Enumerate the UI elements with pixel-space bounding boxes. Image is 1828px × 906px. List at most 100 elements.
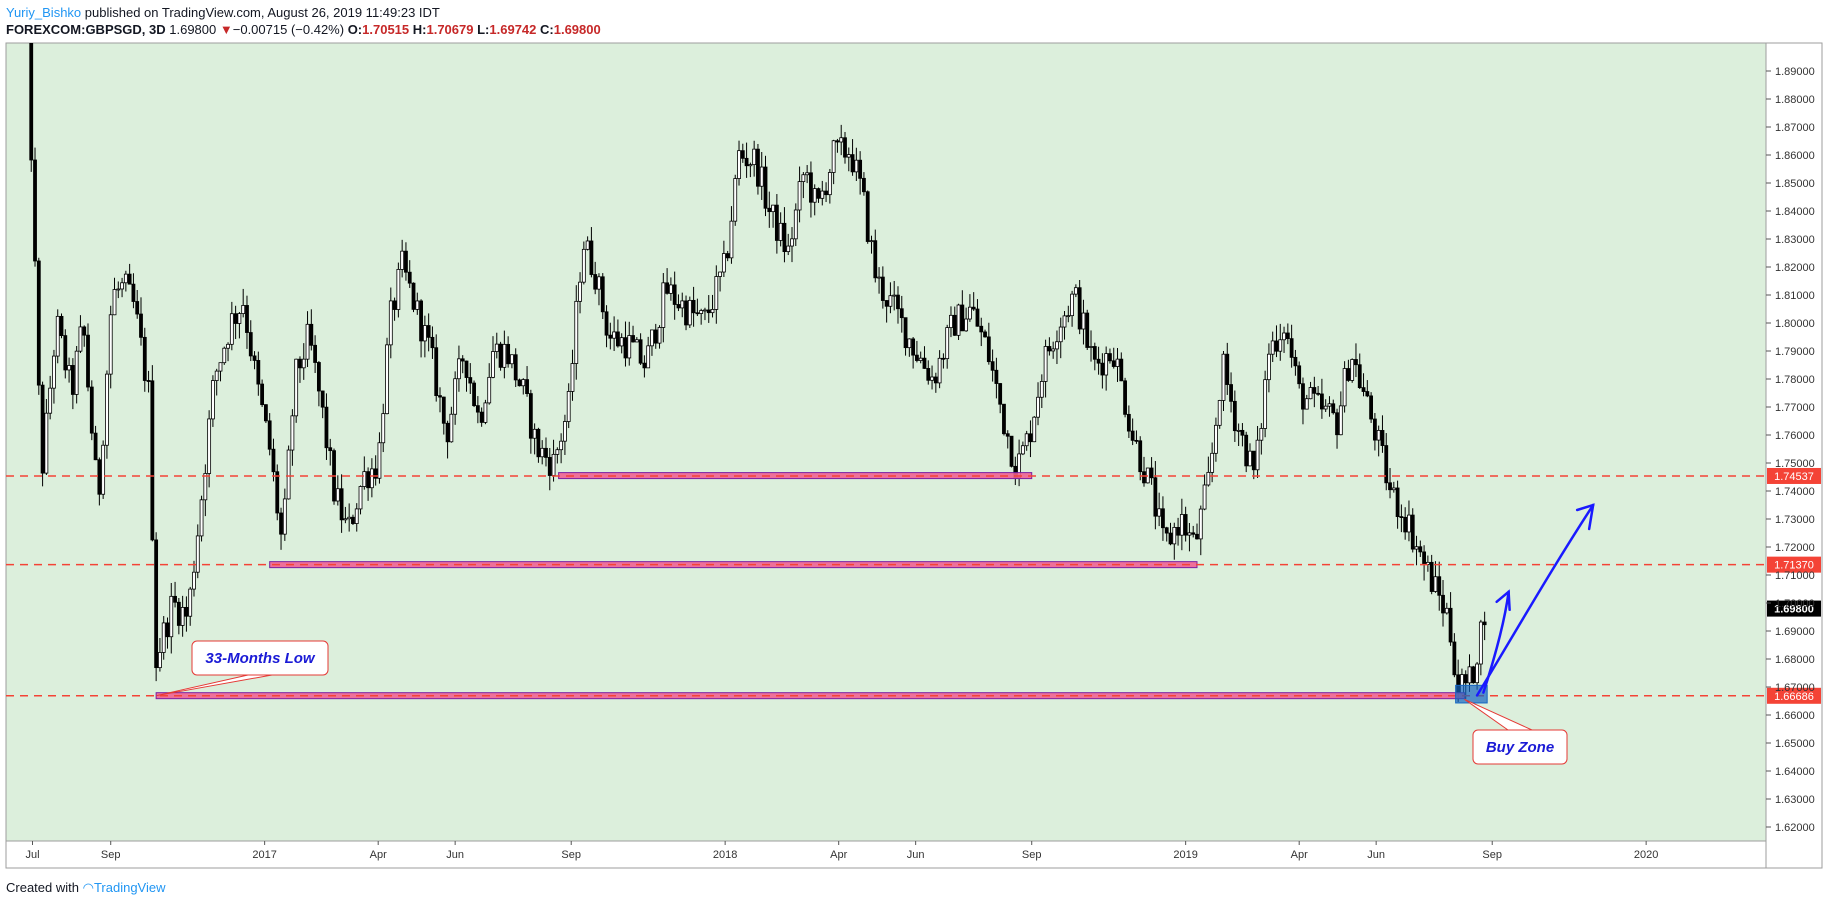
candle-body <box>759 166 764 187</box>
candle-body <box>1293 356 1298 367</box>
candle-body <box>1024 433 1029 447</box>
candle-body <box>1304 398 1309 410</box>
candle-body <box>1452 641 1457 676</box>
candle-body <box>313 344 318 363</box>
callout-buy-zone-box[interactable] <box>1472 729 1568 765</box>
x-axis-ticks: Jul Sep 2017 Apr Jun Sep 2018 Apr Jun Sep 2019 Apr J… <box>25 841 1658 861</box>
price-chart[interactable]: 1.74537 1.71370 1.66686 1.69800 33-Months L… <box>0 0 1828 880</box>
last-price-label: 1.69800 <box>1774 604 1814 616</box>
candle-body <box>48 387 53 414</box>
candle-body <box>706 309 711 314</box>
candle-body <box>812 188 817 203</box>
y-tick-label: 1.64000 <box>1775 766 1815 778</box>
tradingview-link[interactable]: TradingView <box>93 880 166 895</box>
candle-body <box>1161 508 1165 529</box>
candle-body <box>154 539 159 669</box>
candle-body <box>116 288 121 291</box>
y-tick-label: 1.63000 <box>1775 794 1815 806</box>
candle-body <box>305 323 310 360</box>
candle-body <box>407 271 412 284</box>
candle-body <box>1437 576 1442 596</box>
x-tick-label: 2018 <box>713 849 737 861</box>
candle-body <box>63 335 68 371</box>
candle-body <box>1157 508 1162 517</box>
candle-body <box>1327 403 1332 407</box>
candle-body <box>684 300 688 326</box>
candle-body <box>483 402 488 423</box>
candle-body <box>176 601 181 626</box>
candle-body <box>752 148 757 166</box>
candle-body <box>347 516 352 520</box>
candle-body <box>835 140 840 143</box>
time-axis[interactable] <box>5 840 1767 869</box>
candle-body <box>1289 338 1294 358</box>
candle-body <box>1418 546 1423 553</box>
candle-body <box>101 444 106 495</box>
candle-body <box>631 335 635 343</box>
candle-body <box>26 0 29 9</box>
candle-body <box>612 331 617 339</box>
candle-body <box>248 332 253 357</box>
candle-body <box>233 313 238 324</box>
callout-33-months-low-box[interactable] <box>191 640 329 676</box>
candle-body <box>339 488 344 521</box>
candle-body <box>1308 387 1313 400</box>
y-tick-label: 1.69000 <box>1775 626 1815 638</box>
candle-body <box>820 190 825 199</box>
candle-body <box>1036 396 1040 418</box>
short-arrowhead-icon <box>1495 589 1511 612</box>
candle-body <box>1274 340 1279 352</box>
long-arrow-path <box>1475 503 1595 697</box>
candle-body <box>142 336 147 381</box>
candle-body <box>1164 527 1169 534</box>
candle-body <box>241 305 246 314</box>
candle-body <box>1429 561 1434 592</box>
candle-body <box>184 606 189 617</box>
candle-body <box>570 363 575 392</box>
candle-body <box>877 276 881 279</box>
candle-body <box>1441 594 1445 614</box>
candle-body <box>419 300 423 342</box>
candle-body <box>827 172 832 196</box>
candle-body <box>1191 532 1196 535</box>
y-tick-label: 1.68000 <box>1775 654 1815 666</box>
candle-body <box>1365 391 1370 397</box>
candle-body <box>1066 315 1071 318</box>
candle-body <box>1463 674 1468 684</box>
candle-body <box>29 43 34 161</box>
candle-body <box>581 248 586 283</box>
y-tick-label: 1.71000 <box>1775 570 1815 582</box>
candle-body <box>392 300 397 310</box>
tradingview-logo-icon[interactable]: ◠ <box>82 880 94 895</box>
candle-body <box>699 310 704 314</box>
candle-body <box>479 411 484 423</box>
candle-body <box>453 378 458 415</box>
candle-body <box>207 418 212 474</box>
candle-body <box>513 354 518 381</box>
candle-body <box>494 343 499 352</box>
candle-body <box>839 137 844 143</box>
candle-body <box>199 499 204 537</box>
close-value: 1.69800 <box>553 22 601 37</box>
candle-body <box>1422 551 1426 565</box>
level-price-tag <box>1767 467 1821 484</box>
candle-body <box>218 362 223 372</box>
x-tick-label: 2019 <box>1173 849 1197 861</box>
x-tick-label: 2020 <box>1634 849 1658 861</box>
candle-body <box>1444 607 1449 614</box>
candle-body <box>449 413 454 443</box>
candle-body <box>445 422 450 443</box>
candle-body <box>597 276 601 290</box>
price-axis[interactable] <box>1765 42 1823 869</box>
x-tick-label: Jun <box>907 849 925 861</box>
candle-body <box>797 181 802 211</box>
candle-body <box>532 428 537 439</box>
candle-body <box>1005 433 1010 437</box>
y-tick-label: 1.62000 <box>1775 822 1815 834</box>
candle-body <box>695 312 700 315</box>
candle-body <box>1221 353 1226 401</box>
candle-body <box>585 240 590 250</box>
author-link[interactable]: Yuriy_Bishko <box>6 5 82 20</box>
level-price-label: 1.66686 <box>1774 691 1814 703</box>
candle-body <box>952 314 957 336</box>
